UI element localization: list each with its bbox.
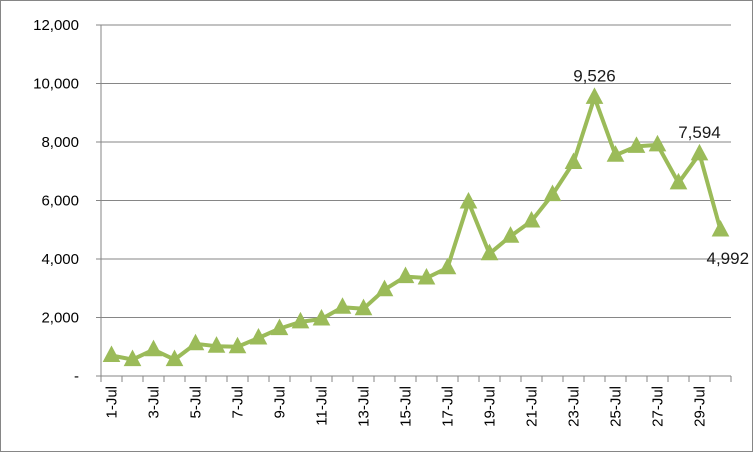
x-axis-tick-label: 9-Jul [272, 386, 289, 419]
y-axis-tick-label: 12,000 [33, 17, 79, 34]
data-point-marker [627, 136, 646, 153]
x-axis-tick-label: 11-Jul [314, 386, 331, 426]
x-axis-tick-label: 3-Jul [146, 386, 163, 419]
x-axis-tick-label: 15-Jul [398, 386, 415, 427]
data-point-marker [585, 87, 604, 104]
data-point-marker [165, 349, 184, 367]
data-label: 7,594 [678, 123, 721, 142]
series [102, 87, 730, 367]
x-axis-tick-label: 13-Jul [356, 386, 373, 427]
x-axis-tick-label: 7-Jul [230, 386, 247, 419]
x-axis-tick-label: 19-Jul [482, 386, 499, 427]
data-point-marker [648, 134, 667, 152]
data-point-marker [249, 327, 268, 345]
y-axis-tick-labels: - 2,000 4,000 6,000 8,000 10,000 12,000 [33, 17, 79, 385]
data-point-marker [564, 152, 583, 169]
data-point-marker [186, 333, 205, 351]
x-axis-tick-labels: 1-Jul 3-Jul 5-Jul 7-Jul 9-Jul 11-Jul 13-Jul 15-… [104, 386, 709, 427]
data-point-marker [144, 339, 163, 357]
data-point-marker [501, 226, 520, 243]
data-labels: 9,526 7,594 4,992 [573, 66, 749, 268]
axes [96, 24, 732, 382]
y-axis-tick-label: 2,000 [41, 310, 79, 327]
x-axis-tick-label: 5-Jul [188, 386, 205, 419]
data-point-marker [417, 267, 436, 285]
data-point-marker [270, 318, 289, 336]
x-axis-tick-label: 23-Jul [566, 386, 583, 427]
data-point-marker [438, 257, 457, 275]
data-point-marker [606, 145, 625, 162]
data-point-marker [123, 349, 142, 367]
data-point-marker [333, 297, 352, 314]
data-point-marker [354, 298, 373, 316]
x-axis-tick-label: 27-Jul [650, 386, 667, 427]
data-point-marker [711, 219, 730, 237]
data-point-marker [480, 243, 499, 261]
x-axis-tick-label: 25-Jul [608, 386, 625, 427]
data-label: 4,992 [707, 249, 750, 268]
y-axis-tick-label: - [74, 368, 79, 385]
data-point-marker [669, 172, 688, 190]
gridlines [101, 24, 731, 318]
data-point-marker [396, 266, 415, 284]
series-line [109, 95, 723, 362]
x-axis-tick-label: 29-Jul [692, 386, 709, 427]
data-point-marker [312, 308, 331, 326]
y-axis-tick-label: 4,000 [41, 251, 79, 268]
data-point-marker [291, 311, 310, 329]
data-point-marker [543, 184, 562, 202]
data-point-marker [459, 191, 478, 209]
y-axis-tick-label: 10,000 [33, 76, 79, 93]
data-point-marker [207, 336, 226, 353]
data-point-marker [522, 210, 541, 228]
data-point-marker [102, 345, 121, 362]
data-point-marker [375, 279, 394, 297]
x-axis-tick-label: 1-Jul [104, 386, 121, 419]
y-axis-tick-label: 6,000 [41, 193, 79, 210]
x-axis-tick-label: 17-Jul [440, 386, 457, 427]
y-axis-tick-label: 8,000 [41, 134, 79, 151]
x-axis-tick-label: 21-Jul [524, 386, 541, 427]
data-point-marker [228, 336, 247, 354]
data-point-marker [690, 143, 709, 161]
data-label: 9,526 [573, 66, 616, 85]
